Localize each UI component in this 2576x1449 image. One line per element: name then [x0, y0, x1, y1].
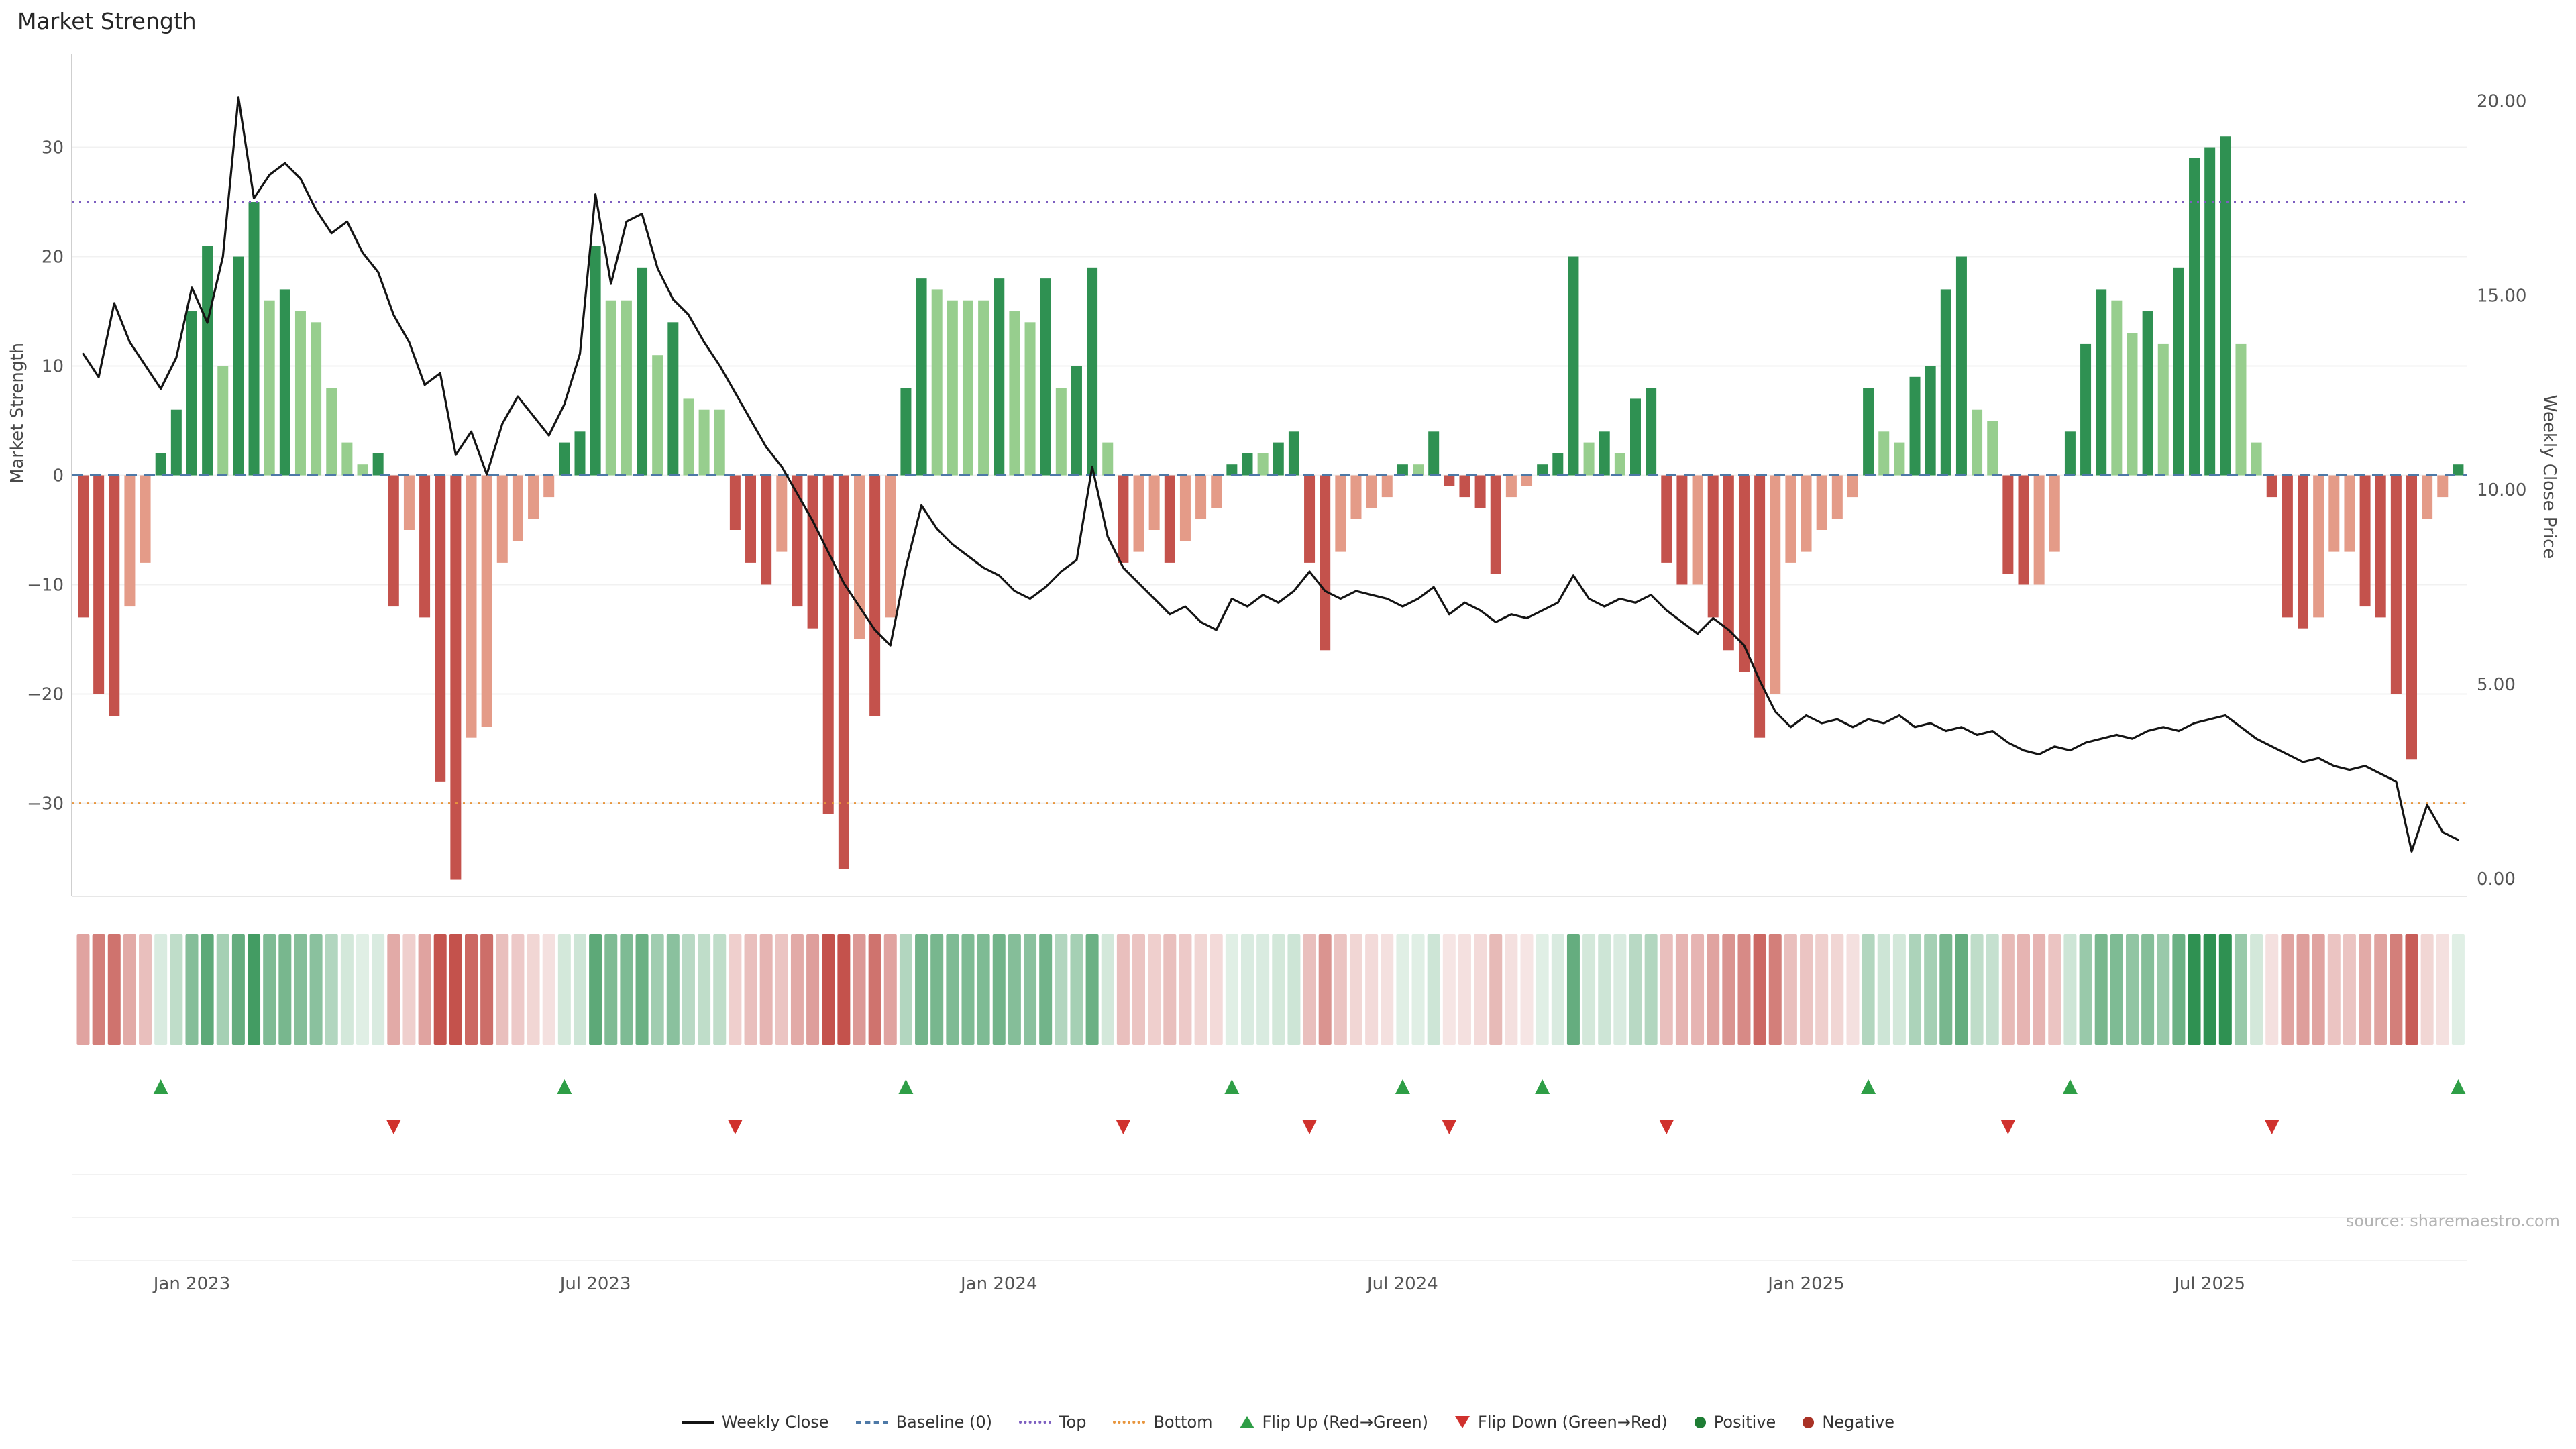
left-axis-tick-label: −20 — [27, 684, 64, 704]
x-axis-tick-label: Jan 2025 — [1766, 1274, 1845, 1294]
legend-item-flip-down: Flip Down (Green→Red) — [1455, 1413, 1668, 1432]
legend-label: Positive — [1713, 1413, 1776, 1432]
left-axis-tick-label: 0 — [52, 466, 64, 486]
left-axis-tick-label: 20 — [42, 248, 64, 268]
legend-label: Bottom — [1153, 1413, 1213, 1432]
right-axis-tick-label: 20.00 — [2477, 92, 2526, 112]
flip-down-triangle-icon — [1455, 1416, 1470, 1428]
positive-dot-icon — [1694, 1416, 1706, 1428]
legend-item-bottom: Bottom — [1113, 1413, 1213, 1432]
left-axis-tick-label: 30 — [42, 138, 64, 158]
legend-label: Weekly Close — [721, 1413, 829, 1432]
right-axis-tick-label: 5.00 — [2477, 675, 2516, 695]
legend-item-top: Top — [1018, 1413, 1087, 1432]
left-axis-tick-label: −10 — [27, 575, 64, 595]
top-dotted-line-icon — [1018, 1421, 1051, 1424]
legend-item-negative: Negative — [1803, 1413, 1894, 1432]
legend-item-flip-up: Flip Up (Red→Green) — [1239, 1413, 1429, 1432]
legend-label: Flip Down (Green→Red) — [1478, 1413, 1668, 1432]
flip-up-triangle-icon — [1239, 1416, 1254, 1428]
weekly-close-line-icon — [681, 1421, 714, 1424]
right-axis-tick-label: 0.00 — [2477, 869, 2516, 890]
negative-dot-icon — [1803, 1416, 1815, 1428]
legend-label: Baseline (0) — [896, 1413, 992, 1432]
x-axis-tick-label: Jan 2024 — [959, 1274, 1038, 1294]
x-axis-tick-label: Jul 2025 — [2173, 1274, 2245, 1294]
left-axis-tick-label: 10 — [42, 357, 64, 377]
source-credit: source: sharemaestro.com — [2345, 1212, 2560, 1230]
baseline-dash-icon — [855, 1421, 888, 1424]
legend: Weekly Close Baseline (0) Top Bottom Fli… — [0, 1413, 2576, 1432]
left-axis-tick-label: −30 — [27, 794, 64, 814]
legend-label: Negative — [1822, 1413, 1895, 1432]
legend-label: Top — [1059, 1413, 1087, 1432]
legend-label: Flip Up (Red→Green) — [1262, 1413, 1429, 1432]
bottom-dotted-line-icon — [1113, 1421, 1146, 1424]
x-axis-tick-label: Jul 2024 — [1366, 1274, 1438, 1294]
legend-item-weekly-close: Weekly Close — [681, 1413, 829, 1432]
x-axis-tick-label: Jul 2023 — [559, 1274, 631, 1294]
legend-item-baseline: Baseline (0) — [855, 1413, 992, 1432]
x-axis-tick-label: Jan 2023 — [152, 1274, 231, 1294]
right-axis-tick-label: 15.00 — [2477, 286, 2526, 306]
legend-item-positive: Positive — [1694, 1413, 1776, 1432]
chart-title: Market Strength — [17, 8, 197, 34]
right-axis-tick-label: 10.00 — [2477, 480, 2526, 500]
